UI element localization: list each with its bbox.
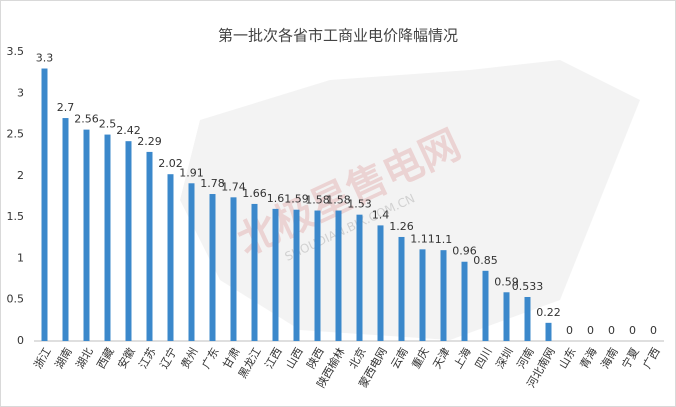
- data-label: 1.6: [267, 192, 285, 205]
- bar: [356, 214, 363, 341]
- bar: [335, 210, 342, 341]
- bar: [524, 296, 531, 341]
- data-label: 2.56: [74, 113, 99, 126]
- data-label: 1.26: [389, 220, 414, 233]
- bar: [104, 134, 111, 341]
- y-tick-label: 2: [17, 169, 24, 182]
- y-tick-label: 1.5: [7, 210, 25, 223]
- chart-title: 第一批次各省市工商业电价降幅情况: [218, 27, 458, 45]
- data-label: 1.4: [372, 208, 390, 221]
- data-label: 0: [650, 324, 657, 337]
- data-label: 2.42: [116, 124, 141, 137]
- bar: [62, 118, 69, 341]
- data-label: 0: [629, 324, 636, 337]
- bar: [167, 174, 174, 341]
- bar: [503, 292, 510, 341]
- bar: [272, 208, 279, 341]
- data-label: 1.53: [347, 198, 372, 211]
- data-label: 0.96: [452, 245, 477, 258]
- data-label: 1.58: [326, 194, 351, 207]
- bar: [41, 68, 48, 341]
- y-tick-label: 3.5: [7, 45, 25, 58]
- bar: [440, 250, 447, 341]
- data-label: 0.22: [536, 306, 561, 319]
- data-label: 1.59: [284, 193, 309, 206]
- bar: [314, 210, 321, 341]
- data-label: 1.1: [435, 233, 453, 246]
- data-label: 3.3: [36, 52, 54, 65]
- y-tick-label: 3: [17, 86, 24, 99]
- bar: [398, 236, 405, 341]
- bar: [293, 209, 300, 341]
- bar: [146, 151, 153, 341]
- data-label: 2.5: [99, 118, 117, 131]
- y-tick-label: 1: [17, 251, 24, 264]
- data-label: 1.78: [200, 177, 225, 190]
- data-label: 0.533: [512, 280, 544, 293]
- y-tick-label: 0: [17, 334, 24, 347]
- bar: [188, 183, 195, 341]
- bar: [482, 270, 489, 341]
- bar: [545, 322, 552, 341]
- bar: [377, 225, 384, 341]
- data-label: 1.74: [221, 180, 246, 193]
- bar: [461, 261, 468, 341]
- y-tick-label: 2.5: [7, 128, 25, 141]
- data-label: 0.85: [473, 254, 498, 267]
- data-label: 1.58: [305, 194, 330, 207]
- bar: [419, 249, 426, 341]
- data-label: 0.59: [494, 275, 519, 288]
- data-label: 0: [587, 324, 594, 337]
- data-label: 1.11: [410, 232, 435, 245]
- data-label: 2.29: [137, 135, 162, 148]
- data-label: 2.02: [158, 157, 183, 170]
- data-label: 0: [566, 324, 573, 337]
- data-label: 0: [608, 324, 615, 337]
- bar: [209, 194, 216, 341]
- bar: [230, 197, 237, 341]
- data-label: 1.91: [179, 166, 204, 179]
- data-label: 2.7: [57, 101, 75, 114]
- y-tick-label: 0.5: [7, 293, 25, 306]
- bar: [83, 129, 90, 341]
- bar: [251, 203, 258, 341]
- data-label: 1.66: [242, 187, 267, 200]
- bar: [125, 141, 132, 341]
